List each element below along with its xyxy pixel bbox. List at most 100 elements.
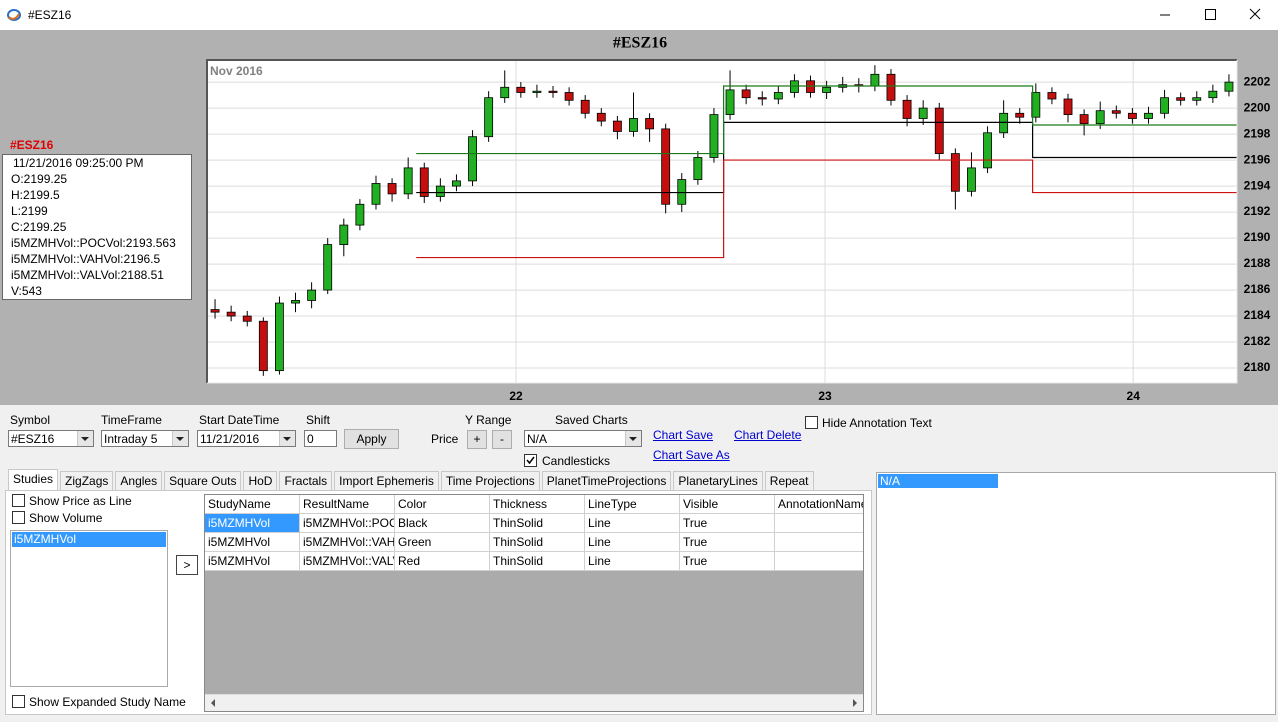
candle-body [999, 112, 1009, 134]
cell[interactable]: i5MZMHVol [205, 552, 300, 571]
column-header[interactable]: AnnotationName [775, 495, 863, 514]
column-header[interactable]: Thickness [490, 495, 585, 514]
tab[interactable]: ZigZags [60, 471, 114, 491]
level-line [416, 121, 1237, 194]
cell[interactable]: True [680, 552, 775, 571]
add-button[interactable]: > [176, 555, 198, 575]
candle-body [226, 311, 236, 317]
info-line: C:2199.25 [11, 220, 67, 234]
tab[interactable]: Fractals [279, 471, 333, 491]
tab[interactable]: Angles [115, 471, 163, 491]
y-tick-label: 2190 [1244, 230, 1271, 244]
label: Start DateTime [199, 413, 280, 427]
cell[interactable] [775, 533, 863, 552]
cell[interactable]: i5MZMHVol::VALV [300, 552, 395, 571]
checkbox[interactable] [524, 454, 537, 467]
annotation-list: N/A [876, 472, 1276, 715]
x-tick-label: 22 [509, 389, 523, 403]
cell[interactable]: Green [395, 533, 490, 552]
tab[interactable]: Studies [8, 469, 59, 491]
checkbox[interactable] [12, 494, 25, 507]
candle-body [339, 224, 349, 245]
checkbox[interactable] [805, 416, 818, 429]
cell[interactable]: i5MZMHVol::VAHV [300, 533, 395, 552]
tab[interactable]: HoD [243, 471, 278, 491]
checkbox[interactable] [12, 511, 25, 524]
tab[interactable]: PlanetaryLines [673, 471, 763, 491]
candle-body [210, 309, 220, 313]
candle-body [902, 99, 912, 119]
h-scrollbar[interactable] [205, 694, 863, 711]
candle-body [1095, 110, 1105, 125]
candle-body [725, 89, 735, 115]
checkbox[interactable] [12, 695, 25, 708]
cell[interactable]: Line [585, 533, 680, 552]
column-header[interactable]: Color [395, 495, 490, 514]
column-header[interactable]: Visible [680, 495, 775, 514]
chart-title: #ESZ16 [613, 35, 667, 52]
link[interactable]: Chart Save [653, 428, 714, 442]
candle-body [452, 180, 461, 187]
candle-body [258, 320, 268, 372]
minus-button[interactable]: - [492, 430, 512, 449]
symbol-combo[interactable]: #ESZ16 [8, 430, 94, 447]
apply-button[interactable]: Apply [344, 429, 399, 449]
level-line [416, 159, 1237, 259]
tab[interactable]: Import Ephemeris [334, 471, 439, 491]
checkbox-label: Hide Annotation Text [822, 416, 932, 430]
x-tick-label: 23 [818, 389, 832, 403]
cell[interactable]: i5MZMHVol [205, 514, 300, 533]
tab[interactable]: Square Outs [164, 471, 242, 491]
tab[interactable]: Repeat [764, 471, 814, 491]
cell[interactable]: ThinSolid [490, 514, 585, 533]
cell[interactable]: Black [395, 514, 490, 533]
cell[interactable] [775, 552, 863, 571]
tab[interactable]: PlanetTimeProjections [541, 471, 672, 491]
candle-body [983, 132, 992, 169]
candle-body [307, 289, 317, 301]
candle-body [532, 90, 542, 93]
cell[interactable]: Line [585, 514, 680, 533]
y-tick-label: 2198 [1244, 126, 1271, 140]
window-controls[interactable] [1150, 0, 1278, 30]
cell[interactable]: ThinSolid [490, 533, 585, 552]
saved-combo[interactable]: N/A [524, 430, 642, 447]
candle-body [274, 302, 284, 372]
candle-body [612, 120, 622, 132]
cell[interactable]: ThinSolid [490, 552, 585, 571]
y-tick-label: 2184 [1244, 308, 1271, 322]
plus-button[interactable]: + [467, 430, 487, 449]
shift-input[interactable]: 0 [304, 430, 337, 447]
candle-body [677, 179, 687, 205]
cell[interactable]: i5MZMHVol::POCV [300, 514, 395, 533]
info-line: O:2199.25 [11, 172, 68, 186]
cell[interactable]: True [680, 533, 775, 552]
column-header[interactable]: ResultName [300, 495, 395, 514]
x-tick-label: 24 [1127, 389, 1141, 403]
timeframe-combo[interactable]: Intraday 5 [101, 430, 189, 447]
candle-body [693, 157, 703, 180]
candle-body [1127, 112, 1137, 119]
candle-body [242, 315, 252, 322]
cell[interactable]: Line [585, 552, 680, 571]
study-item[interactable]: i5MZMHVol [12, 532, 166, 547]
tab[interactable]: Time Projections [440, 471, 540, 491]
plot-frame [206, 59, 1237, 383]
cell[interactable] [775, 514, 863, 533]
annotation-item[interactable]: N/A [878, 474, 998, 488]
cell[interactable]: i5MZMHVol [205, 533, 300, 552]
column-header[interactable]: LineType [585, 495, 680, 514]
chart-area: #ESZ16 2180 2182 2184 2186 2188 2190 2192 2194 2… [0, 30, 1278, 405]
candle-body [822, 86, 832, 93]
start-combo[interactable]: 11/21/2016 [197, 430, 296, 447]
candle-body [580, 99, 590, 114]
candle-body [1224, 81, 1234, 92]
link[interactable]: Chart Save As [653, 448, 730, 462]
candle-body [661, 128, 671, 205]
column-header[interactable]: StudyName [205, 495, 300, 514]
checkbox-label: Candlesticks [542, 454, 611, 468]
link[interactable]: Chart Delete [734, 428, 802, 442]
label: Shift [306, 413, 331, 427]
cell[interactable]: Red [395, 552, 490, 571]
cell[interactable]: True [680, 514, 775, 533]
